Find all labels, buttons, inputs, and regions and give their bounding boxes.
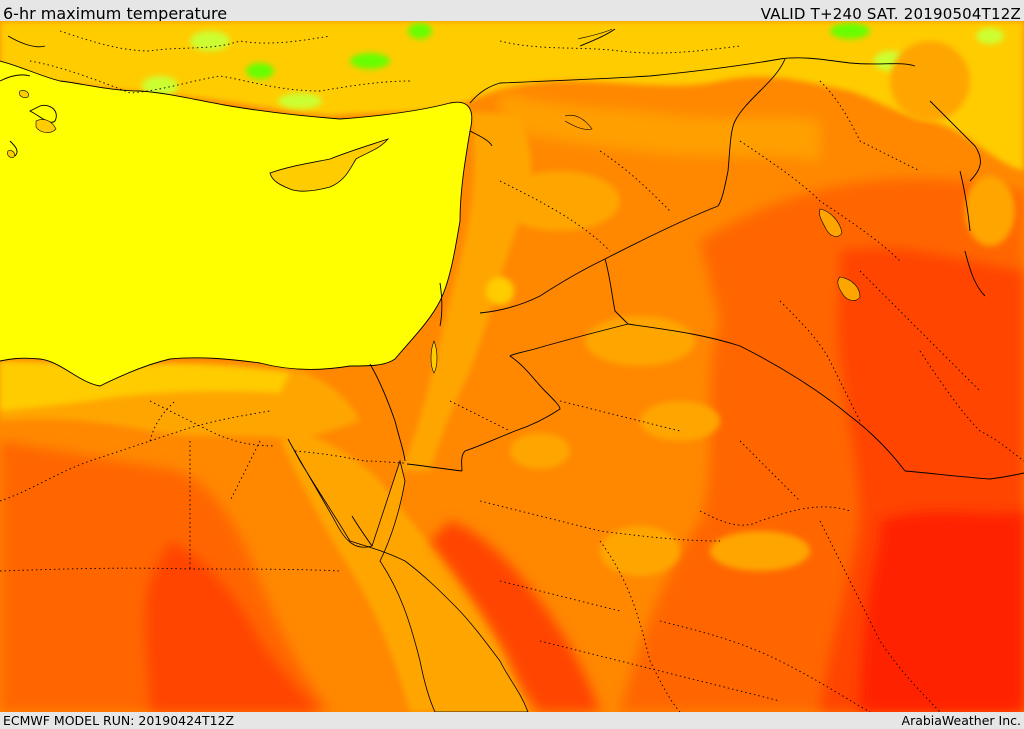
habbaniyah-lake bbox=[837, 276, 861, 301]
country-borders bbox=[369, 57, 1024, 480]
mediterranean-sea bbox=[0, 61, 472, 386]
green-patches bbox=[142, 23, 1004, 109]
north-cool-zone bbox=[0, 21, 1024, 171]
cyprus-island bbox=[269, 138, 390, 192]
header-bar bbox=[0, 0, 1024, 21]
razazza-lake bbox=[819, 208, 843, 237]
province-borders bbox=[0, 30, 1024, 712]
egypt-red-zone bbox=[145, 541, 320, 712]
temperature-map[interactable] bbox=[0, 21, 1024, 712]
interior-patches bbox=[330, 41, 1015, 576]
assad-lake bbox=[564, 114, 593, 130]
deep-red-zone bbox=[860, 511, 1024, 712]
footer-bar bbox=[0, 712, 1024, 729]
coastlines bbox=[0, 28, 986, 547]
map-title: 6-hr maximum temperature bbox=[3, 4, 228, 23]
aegean-islands bbox=[7, 90, 57, 158]
arabia-west-red bbox=[430, 521, 600, 712]
north-streak bbox=[500, 91, 820, 161]
provider-label: ArabiaWeather Inc. bbox=[901, 713, 1021, 728]
valid-time-label: VALID T+240 SAT. 20190504T12Z bbox=[760, 5, 1021, 23]
tharthar-lake bbox=[577, 28, 613, 40]
dead-sea bbox=[430, 340, 438, 374]
levant-coast-band bbox=[400, 111, 532, 471]
model-run-label: ECMWF MODEL RUN: 20190424T12Z bbox=[3, 713, 235, 728]
